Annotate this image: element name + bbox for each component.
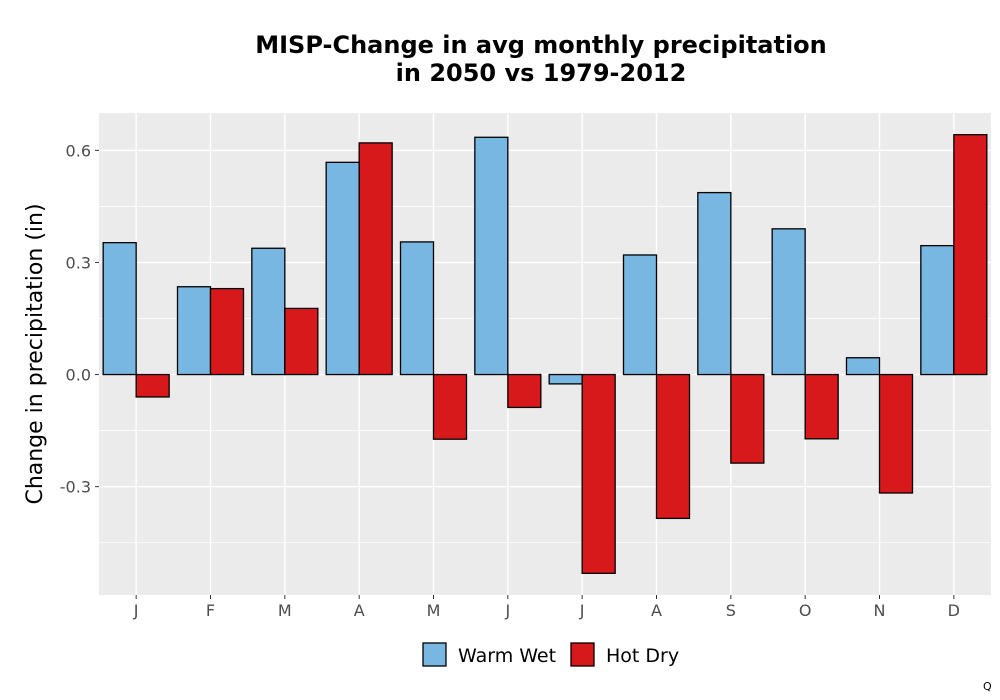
x-tick-label: M bbox=[427, 601, 441, 620]
x-tick-label: A bbox=[651, 601, 662, 620]
x-tick-label: M bbox=[278, 601, 292, 620]
plot-panel bbox=[99, 113, 991, 595]
bar-hot-dry-11 bbox=[953, 134, 988, 376]
x-tick-label: J bbox=[504, 601, 510, 620]
bar-hot-dry-0 bbox=[135, 373, 170, 398]
x-tick-label: J bbox=[579, 601, 585, 620]
bar-hot-dry-6 bbox=[581, 373, 616, 574]
bar-warm-wet-0 bbox=[102, 242, 137, 376]
bar-hot-dry-1 bbox=[209, 287, 245, 376]
chart-title-line-2: in 2050 vs 1979-2012 bbox=[396, 59, 687, 87]
bar-warm-wet-6 bbox=[548, 373, 583, 385]
y-axis-label: Change in precipitation (in) bbox=[23, 203, 48, 504]
bar-warm-wet-9 bbox=[771, 228, 806, 376]
y-tick-label: 0.6 bbox=[66, 141, 91, 160]
bar-hot-dry-4 bbox=[432, 373, 468, 440]
bar-warm-wet-5 bbox=[474, 136, 509, 376]
bar-hot-dry-7 bbox=[655, 373, 691, 520]
bar-warm-wet-11 bbox=[920, 244, 955, 376]
bar-warm-wet-8 bbox=[697, 191, 732, 376]
corner-mark: Q bbox=[983, 680, 992, 693]
y-tick-label: 0.0 bbox=[66, 366, 91, 385]
bar-warm-wet-10 bbox=[845, 357, 881, 376]
chart-title-line-1: MISP-Change in avg monthly precipitation bbox=[255, 31, 827, 59]
y-tick-label: 0.3 bbox=[66, 253, 91, 272]
bar-hot-dry-3 bbox=[358, 142, 393, 376]
bar-hot-dry-9 bbox=[804, 373, 839, 440]
bars bbox=[102, 134, 988, 574]
bar-hot-dry-10 bbox=[878, 373, 914, 494]
y-axis-ticks: -0.3 0.0 0.3 0.6 bbox=[60, 141, 99, 497]
legend-key-hot-dry bbox=[570, 642, 595, 667]
x-tick-label: O bbox=[799, 601, 812, 620]
x-tick-label: A bbox=[354, 601, 365, 620]
x-tick-label: S bbox=[726, 601, 736, 620]
x-tick-label: N bbox=[874, 601, 886, 620]
x-tick-label: D bbox=[948, 601, 960, 620]
x-tick-label: J bbox=[133, 601, 139, 620]
bar-hot-dry-8 bbox=[730, 373, 765, 464]
bar-warm-wet-7 bbox=[622, 254, 658, 376]
bar-warm-wet-2 bbox=[251, 247, 286, 376]
bar-warm-wet-4 bbox=[399, 241, 435, 376]
legend-label-hot-dry: Hot Dry bbox=[606, 645, 679, 667]
x-tick-label: F bbox=[206, 601, 215, 620]
bar-hot-dry-2 bbox=[284, 307, 319, 376]
bar-warm-wet-1 bbox=[176, 286, 212, 376]
legend: Warm Wet Hot Dry bbox=[422, 642, 679, 667]
bar-warm-wet-3 bbox=[325, 161, 360, 376]
legend-key-warm-wet bbox=[422, 642, 447, 667]
bar-hot-dry-5 bbox=[507, 373, 542, 409]
y-tick-label: -0.3 bbox=[60, 478, 91, 497]
legend-label-warm-wet: Warm Wet bbox=[458, 645, 556, 667]
